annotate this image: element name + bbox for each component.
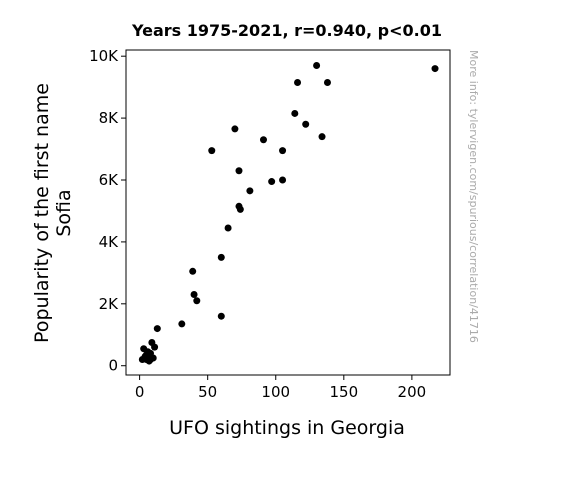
- y-tick-label: 0: [108, 357, 118, 375]
- y-tick-label: 2K: [99, 295, 120, 313]
- data-point: [431, 65, 439, 73]
- data-point: [151, 343, 159, 351]
- y-tick-label: 8K: [99, 109, 120, 127]
- data-point: [323, 79, 331, 86]
- x-tick-label: 0: [135, 383, 145, 401]
- x-tick-label: 150: [329, 383, 358, 401]
- data-point: [246, 187, 254, 195]
- y-tick-label: 4K: [99, 233, 120, 251]
- y-axis-ticks: 0 2K 4K 6K 8K 10K: [89, 47, 126, 375]
- data-point: [259, 136, 267, 144]
- x-tick-label: 100: [261, 383, 290, 401]
- data-point: [231, 125, 239, 133]
- data-point: [208, 147, 216, 155]
- chart-title: Years 1975-2021, r=0.940, p<0.01: [131, 21, 442, 40]
- data-point: [235, 167, 243, 175]
- data-point: [236, 205, 244, 213]
- data-point: [178, 320, 186, 328]
- data-point: [313, 61, 321, 69]
- data-point: [217, 253, 225, 261]
- y-tick-label: 6K: [99, 171, 120, 189]
- data-point: [268, 178, 276, 186]
- data-point: [279, 147, 287, 155]
- data-point: [294, 79, 302, 86]
- data-points: [138, 61, 439, 365]
- y-axis-label-line-1: Popularity of the first name: [31, 83, 53, 343]
- data-point: [193, 297, 201, 305]
- y-axis-label-line-2: Sofia: [53, 189, 75, 236]
- x-axis-ticks: 0 50 100 150 200: [135, 375, 426, 401]
- data-point: [224, 224, 232, 232]
- side-note: More info: tylervigen.com/spurious/corre…: [467, 50, 480, 343]
- x-tick-label: 200: [398, 383, 427, 401]
- data-point: [291, 109, 299, 117]
- data-point: [153, 325, 161, 333]
- data-point: [189, 267, 197, 275]
- source-note: More info: tylervigen.com/spurious/corre…: [467, 50, 480, 343]
- data-point: [217, 312, 225, 320]
- data-point: [318, 133, 326, 141]
- data-point: [302, 120, 310, 128]
- y-tick-label: 10K: [89, 47, 119, 65]
- plot-frame: [125, 49, 451, 376]
- plot-area: 0 50 100 150 200 0 2K 4K 6K 8K 10K: [89, 47, 451, 401]
- data-point: [190, 291, 198, 299]
- data-point: [279, 176, 287, 184]
- x-axis-label: UFO sightings in Georgia: [169, 417, 405, 439]
- x-tick-label: 50: [198, 383, 217, 401]
- y-axis-label: Popularity of the first name Sofia: [31, 83, 75, 343]
- data-point: [149, 354, 157, 362]
